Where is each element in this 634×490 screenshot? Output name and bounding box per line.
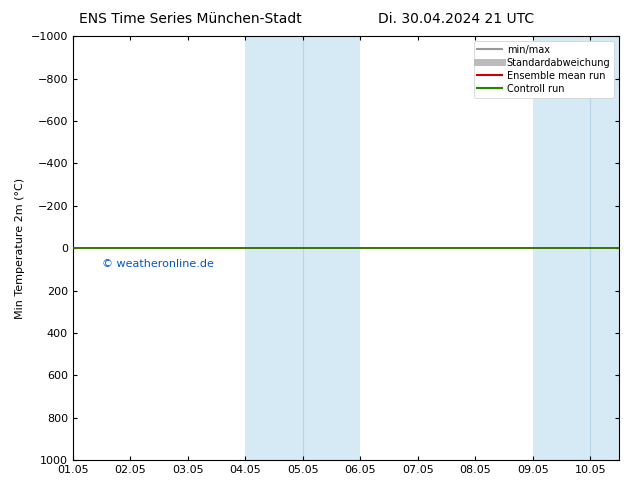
- Text: ENS Time Series München-Stadt: ENS Time Series München-Stadt: [79, 12, 302, 26]
- Legend: min/max, Standardabweichung, Ensemble mean run, Controll run: min/max, Standardabweichung, Ensemble me…: [474, 41, 614, 98]
- Y-axis label: Min Temperature 2m (°C): Min Temperature 2m (°C): [15, 177, 25, 318]
- Bar: [533, 36, 619, 460]
- Text: Di. 30.04.2024 21 UTC: Di. 30.04.2024 21 UTC: [378, 12, 534, 26]
- Text: © weatheronline.de: © weatheronline.de: [101, 259, 214, 269]
- Bar: [245, 36, 360, 460]
